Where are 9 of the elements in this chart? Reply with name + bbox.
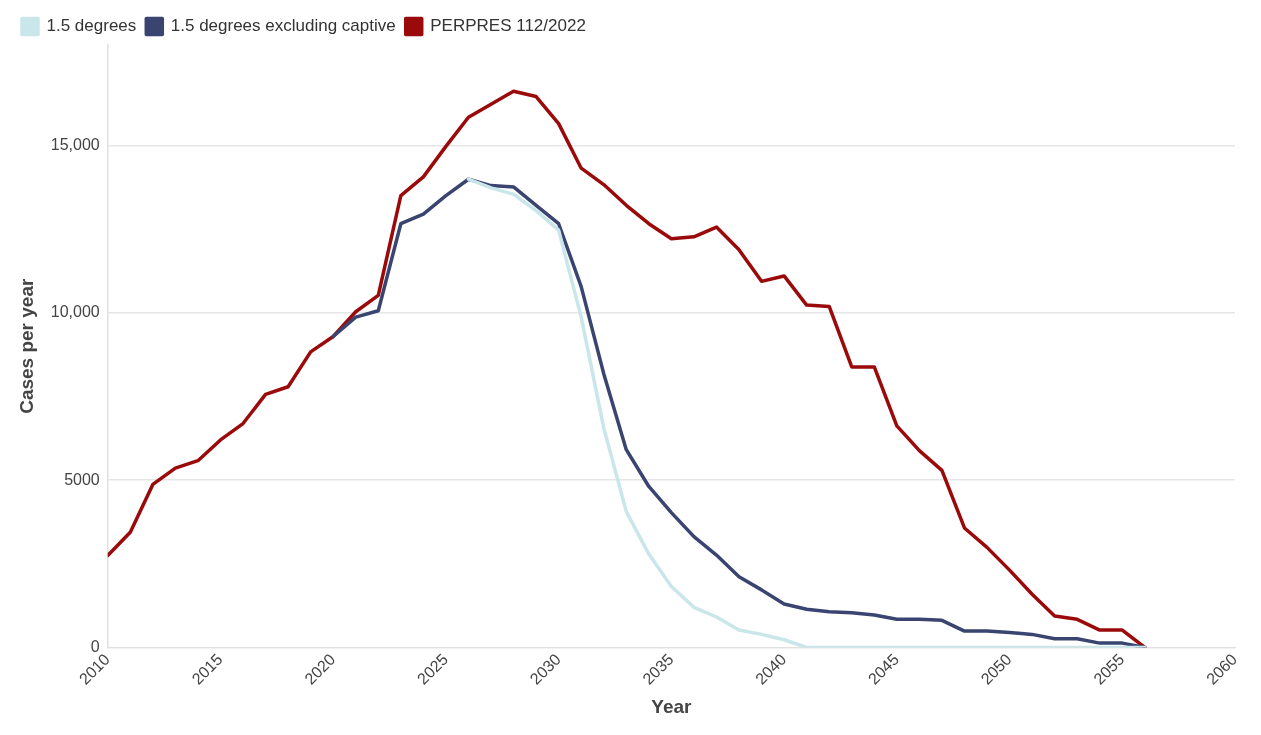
legend-label: PERPRES 112/2022 bbox=[430, 16, 586, 36]
x-axis-title: Year bbox=[651, 695, 693, 717]
y-axis-title: Cases per year bbox=[15, 278, 37, 414]
y-tick-label: 0 bbox=[90, 637, 100, 655]
legend-label: 1.5 degrees bbox=[46, 16, 137, 36]
y-tick-label: 15,000 bbox=[50, 135, 100, 153]
y-tick-label: 5000 bbox=[64, 470, 100, 488]
y-tick-label: 10,000 bbox=[50, 303, 100, 321]
legend-label: 1.5 degrees excluding captive bbox=[170, 16, 396, 36]
